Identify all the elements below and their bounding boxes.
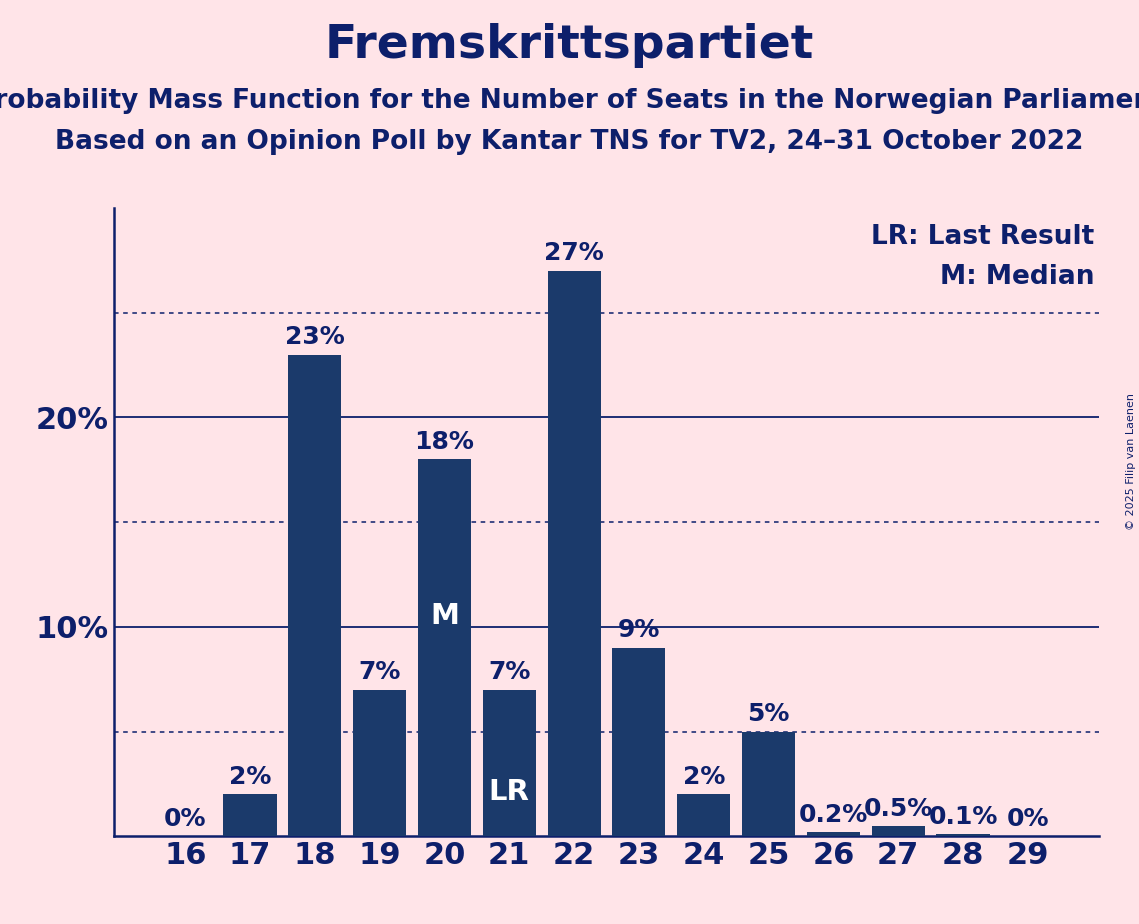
Bar — [223, 795, 277, 836]
Bar — [288, 355, 342, 836]
Text: 0.1%: 0.1% — [928, 805, 998, 829]
Bar — [741, 732, 795, 836]
Bar — [613, 648, 665, 836]
Text: 23%: 23% — [285, 325, 345, 349]
Text: 18%: 18% — [415, 430, 475, 454]
Text: 27%: 27% — [544, 241, 604, 265]
Text: Probability Mass Function for the Number of Seats in the Norwegian Parliament: Probability Mass Function for the Number… — [0, 88, 1139, 114]
Text: 9%: 9% — [617, 618, 661, 642]
Text: Based on an Opinion Poll by Kantar TNS for TV2, 24–31 October 2022: Based on an Opinion Poll by Kantar TNS f… — [56, 129, 1083, 155]
Bar — [418, 459, 472, 836]
Text: © 2025 Filip van Laenen: © 2025 Filip van Laenen — [1126, 394, 1136, 530]
Bar — [483, 689, 535, 836]
Bar — [678, 795, 730, 836]
Bar — [936, 834, 990, 836]
Text: 0.5%: 0.5% — [863, 796, 933, 821]
Text: 0%: 0% — [1007, 807, 1049, 831]
Text: 2%: 2% — [229, 765, 271, 789]
Text: 0%: 0% — [164, 807, 206, 831]
Text: 7%: 7% — [359, 661, 401, 685]
Text: M: M — [431, 602, 459, 630]
Text: LR: LR — [489, 778, 530, 807]
Bar — [806, 832, 860, 836]
Text: LR: Last Result: LR: Last Result — [871, 224, 1095, 249]
Text: M: Median: M: Median — [940, 264, 1095, 290]
Bar — [871, 826, 925, 836]
Text: 2%: 2% — [682, 765, 724, 789]
Text: 0.2%: 0.2% — [798, 803, 868, 827]
Text: 7%: 7% — [489, 661, 531, 685]
Bar — [353, 689, 407, 836]
Text: Fremskrittspartiet: Fremskrittspartiet — [325, 23, 814, 68]
Text: 5%: 5% — [747, 702, 789, 726]
Bar — [548, 271, 600, 836]
